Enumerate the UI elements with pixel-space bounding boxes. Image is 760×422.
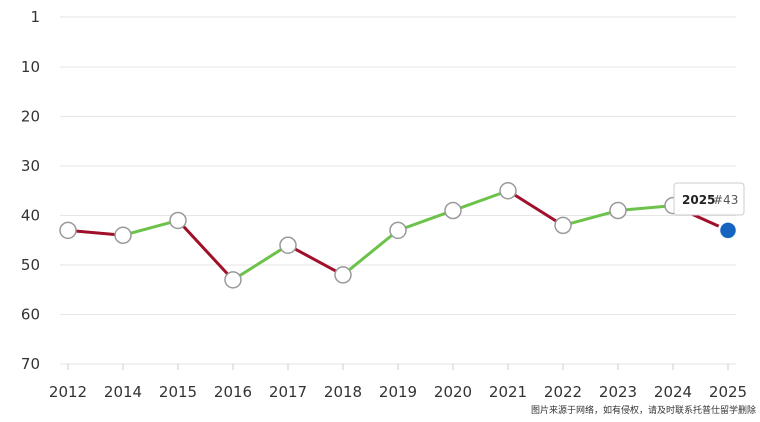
- data-point[interactable]: [224, 271, 242, 289]
- data-point[interactable]: [169, 211, 187, 230]
- x-axis-ticks: 2012 2014 2015 2016 2017 2018 2019 2020 2021 2022…: [49, 364, 747, 401]
- tooltip-box: [673, 182, 745, 216]
- y-tick-label: 60: [21, 306, 40, 324]
- y-tick-label: 30: [21, 157, 40, 175]
- y-tick-label: 40: [21, 207, 40, 225]
- watermark: 图片来源于网络，如有侵权，请及时联系托普仕留学删除: [530, 406, 756, 416]
- line-segment: [66, 228, 125, 237]
- line-segment: [231, 243, 290, 282]
- x-tick-label: 2014: [104, 383, 142, 401]
- x-tick-label: 2012: [49, 383, 87, 401]
- x-tick-label: 2015: [159, 383, 197, 401]
- y-axis-ticks: 1 10 20 30 40 50 60 70: [21, 8, 40, 373]
- line-segment: [451, 189, 510, 213]
- data-point[interactable]: [554, 216, 572, 235]
- line-segment: [506, 189, 565, 227]
- line-segment: [341, 228, 400, 277]
- y-tick-label: 50: [21, 256, 40, 274]
- data-points[interactable]: [59, 182, 739, 289]
- x-tick-label: 2017: [269, 383, 307, 401]
- x-tick-label: 2019: [379, 383, 417, 401]
- data-point[interactable]: [59, 221, 77, 240]
- gridlines: [60, 16, 736, 365]
- data-point[interactable]: [334, 266, 352, 284]
- x-tick-label: 2023: [599, 383, 637, 401]
- data-point[interactable]: [444, 201, 462, 220]
- x-tick-label: 2020: [434, 383, 472, 401]
- x-tick-label: 2018: [324, 383, 362, 401]
- x-tick-label: 2022: [544, 383, 582, 401]
- x-tick-label: 2021: [489, 383, 527, 401]
- data-point[interactable]: [279, 236, 297, 254]
- data-point-highlight[interactable]: [717, 220, 739, 241]
- data-point[interactable]: [389, 221, 407, 240]
- tooltip-rank: #43: [713, 193, 738, 207]
- y-tick-label: 10: [21, 58, 40, 76]
- line-segments: [66, 189, 730, 282]
- line-segment: [176, 218, 235, 282]
- line-segment: [561, 209, 620, 227]
- line-segment: [616, 204, 675, 213]
- y-tick-label: 70: [21, 355, 40, 373]
- tooltip: 2025 #43: [673, 182, 745, 216]
- data-point[interactable]: [499, 182, 517, 200]
- line-segment: [286, 243, 345, 277]
- data-point[interactable]: [609, 201, 627, 220]
- line-segment: [396, 209, 455, 232]
- line-segment: [121, 218, 180, 237]
- y-tick-label: 20: [21, 108, 40, 126]
- x-tick-label: 2016: [214, 383, 252, 401]
- x-tick-label: 2024: [654, 383, 692, 401]
- data-point[interactable]: [114, 226, 132, 245]
- y-tick-label: 1: [30, 8, 40, 26]
- tooltip-year: 2025: [682, 193, 715, 207]
- x-tick-label: 2025: [709, 383, 747, 401]
